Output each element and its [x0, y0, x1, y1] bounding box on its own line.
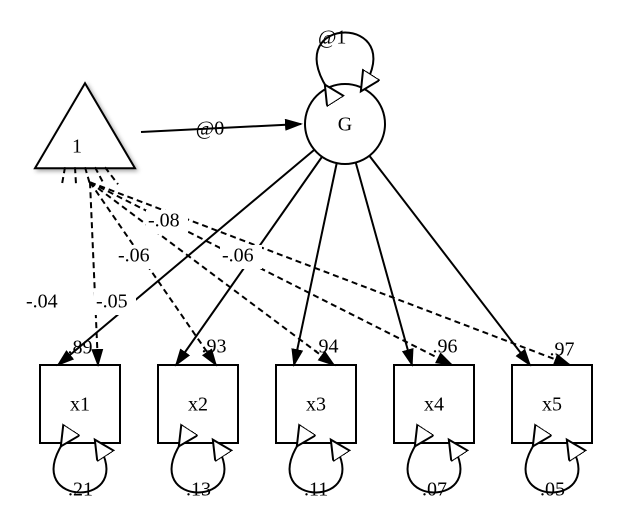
loading-arrow-5 [369, 156, 530, 365]
residual-label-2: .13 [186, 479, 211, 501]
latent-label: G [338, 114, 352, 136]
loading-label-3: .94 [314, 336, 339, 358]
variance-loop-label: @1 [318, 27, 346, 49]
intercept-label-1: -.04 [26, 291, 58, 313]
residual-label-1: .21 [68, 479, 93, 501]
constant-triangle [35, 83, 135, 168]
indicator-label-x1: x1 [70, 394, 90, 416]
indicator-label-x5: x5 [542, 394, 562, 416]
loading-label-5: .97 [550, 339, 575, 361]
loading-label-2: .93 [202, 336, 227, 358]
path-diagram: 1 G @1 @0 x1 x2 x3 x4 x5 .89 .93 .94 .96 .97 -.04 -.05 -… [0, 0, 620, 528]
indicator-label-x2: x2 [188, 394, 208, 416]
loading-label-4: .96 [433, 336, 458, 358]
intercept-fan-1 [62, 167, 65, 184]
intercept-fan-2 [75, 167, 76, 184]
intercept-label-5: -.08 [148, 210, 180, 232]
indicator-label-x3: x3 [306, 394, 326, 416]
intercept-arrow-4 [90, 182, 452, 365]
constant-label: 1 [72, 136, 82, 158]
intercept-label-3: -.06 [118, 245, 150, 267]
residual-label-3: .11 [304, 479, 328, 501]
residual-label-5: .05 [540, 479, 565, 501]
intercept-fan-3 [85, 167, 90, 184]
indicator-label-x4: x4 [424, 394, 444, 416]
loading-label-1: .89 [68, 337, 93, 359]
intercept-fan-4 [95, 167, 104, 184]
intercept-label-2: -.05 [96, 291, 128, 313]
mean-path-label: @0 [196, 118, 224, 140]
intercept-label-4: -.06 [222, 245, 254, 267]
residual-label-4: .07 [422, 479, 447, 501]
loading-arrow-4 [356, 163, 412, 365]
intercept-fan-5 [105, 167, 118, 184]
